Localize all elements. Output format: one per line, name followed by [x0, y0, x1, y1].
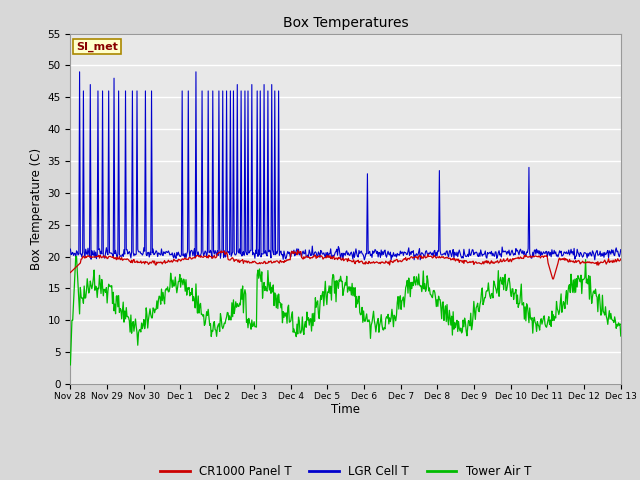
Legend: CR1000 Panel T, LGR Cell T, Tower Air T: CR1000 Panel T, LGR Cell T, Tower Air T — [156, 461, 536, 480]
X-axis label: Time: Time — [331, 403, 360, 417]
Y-axis label: Box Temperature (C): Box Temperature (C) — [30, 148, 44, 270]
Text: SI_met: SI_met — [76, 41, 118, 52]
Title: Box Temperatures: Box Temperatures — [283, 16, 408, 30]
